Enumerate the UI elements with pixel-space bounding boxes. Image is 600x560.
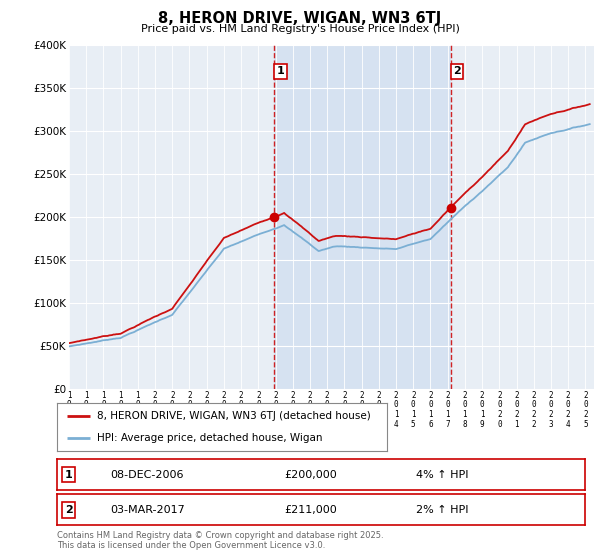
Text: 8, HERON DRIVE, WIGAN, WN3 6TJ (detached house): 8, HERON DRIVE, WIGAN, WN3 6TJ (detached… [97,411,370,421]
Bar [274,45,451,389]
Text: Contains HM Land Registry data © Crown copyright and database right 2025.
This d: Contains HM Land Registry data © Crown c… [57,531,383,550]
Text: HPI: Average price, detached house, Wigan: HPI: Average price, detached house, Wiga… [97,433,322,443]
Text: £200,000: £200,000 [284,470,337,479]
Text: 1: 1 [65,470,73,479]
Text: £211,000: £211,000 [284,505,337,515]
Text: 8, HERON DRIVE, WIGAN, WN3 6TJ: 8, HERON DRIVE, WIGAN, WN3 6TJ [158,11,442,26]
Text: Price paid vs. HM Land Registry's House Price Index (HPI): Price paid vs. HM Land Registry's House … [140,24,460,34]
Text: 1: 1 [277,66,284,76]
Text: 2: 2 [453,66,461,76]
Text: 4% ↑ HPI: 4% ↑ HPI [416,470,469,479]
Text: 03-MAR-2017: 03-MAR-2017 [110,505,185,515]
Text: 08-DEC-2006: 08-DEC-2006 [110,470,184,479]
Text: 2% ↑ HPI: 2% ↑ HPI [416,505,469,515]
Text: 2: 2 [65,505,73,515]
